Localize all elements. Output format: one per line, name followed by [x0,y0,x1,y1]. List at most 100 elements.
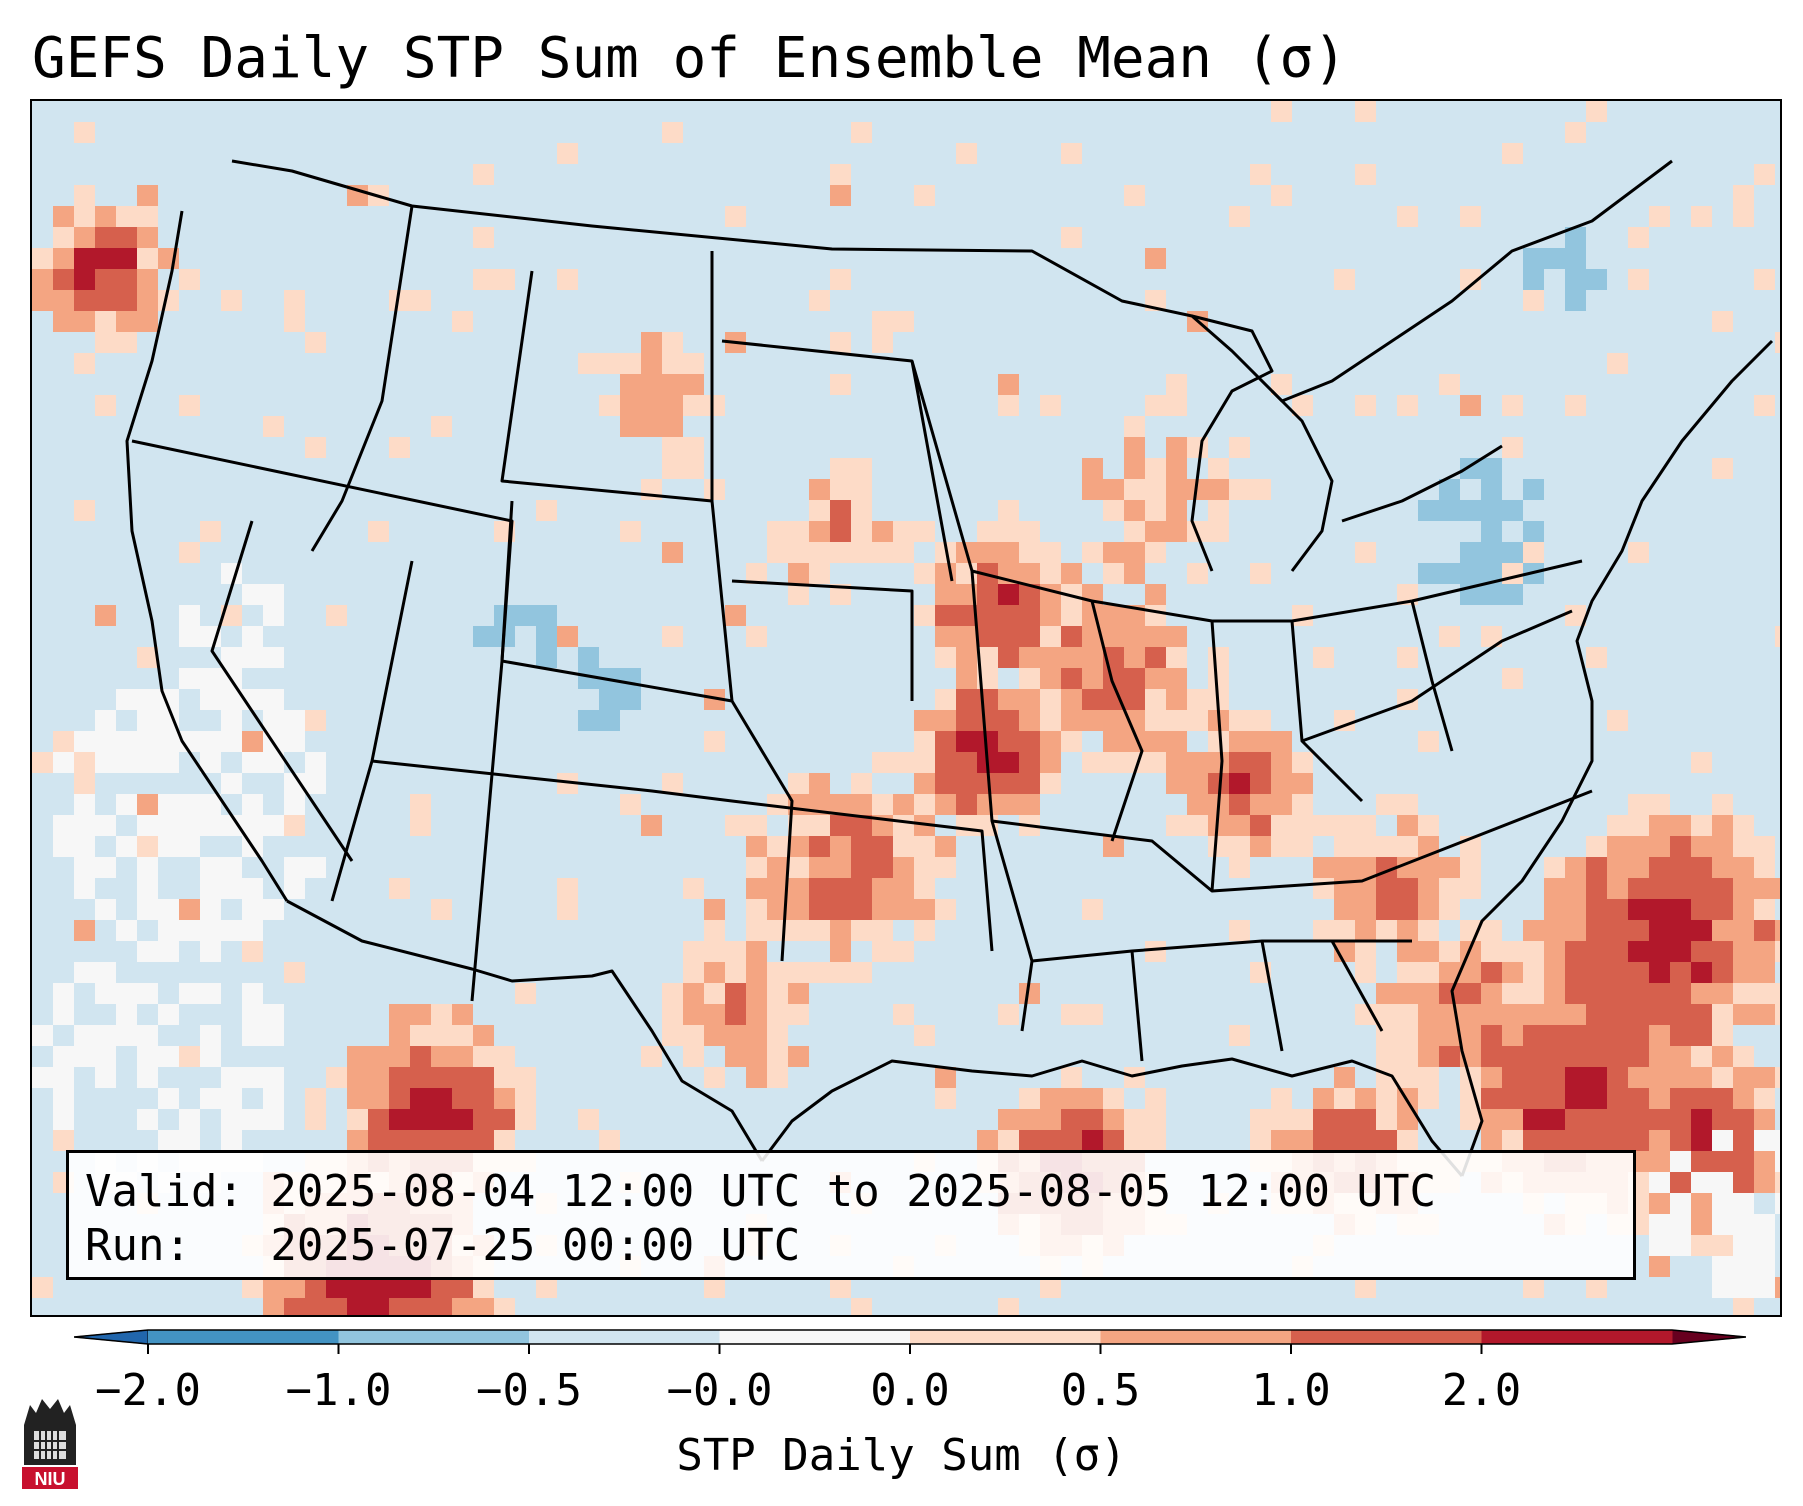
anomaly-cell [1439,626,1460,647]
anomaly-cell [1565,1025,1586,1046]
anomaly-cell [1103,710,1124,731]
anomaly-cell [1292,605,1313,626]
anomaly-cell [1670,1130,1691,1151]
anomaly-cell [1019,521,1040,542]
anomaly-cell [704,962,725,983]
anomaly-cell [53,206,74,227]
anomaly-cell [830,899,851,920]
anomaly-cell [830,962,851,983]
anomaly-cell [1586,962,1607,983]
anomaly-cell [998,542,1019,563]
anomaly-cell [263,647,284,668]
anomaly-cell [200,920,221,941]
anomaly-cell [1271,815,1292,836]
anomaly-cell [389,290,410,311]
anomaly-cell [1649,1025,1670,1046]
anomaly-cell [53,1046,74,1067]
anomaly-cell [1649,794,1670,815]
anomaly-cell [1061,1004,1082,1025]
anomaly-cell [830,1277,851,1298]
anomaly-cell [1586,899,1607,920]
anomaly-cell [1754,920,1775,941]
anomaly-cell [1670,983,1691,1004]
anomaly-cell [1754,878,1775,899]
anomaly-cell [830,521,851,542]
anomaly-cell [1481,1046,1502,1067]
anomaly-cell [137,206,158,227]
anomaly-cell [431,1109,452,1130]
anomaly-cell [935,647,956,668]
anomaly-cell [1103,1109,1124,1130]
anomaly-cell [1754,1172,1775,1193]
anomaly-cell [263,416,284,437]
anomaly-cell [893,521,914,542]
anomaly-cell [1061,1130,1082,1151]
anomaly-cell [494,1046,515,1067]
anomaly-cell [410,1046,431,1067]
colorbar-bin [1291,1330,1482,1344]
anomaly-cell [725,983,746,1004]
anomaly-cell [1607,1130,1628,1151]
anomaly-cell [1502,563,1523,584]
anomaly-cell [683,962,704,983]
anomaly-cell [473,1025,494,1046]
anomaly-cell [1397,962,1418,983]
anomaly-cell [1481,1004,1502,1025]
anomaly-cell [788,542,809,563]
anomaly-cell [1712,899,1733,920]
anomaly-cell [1502,500,1523,521]
anomaly-cell [1082,689,1103,710]
anomaly-cell [1544,1004,1565,1025]
anomaly-cell [620,689,641,710]
anomaly-cell [1229,815,1250,836]
anomaly-cell [221,815,242,836]
anomaly-cell [914,563,935,584]
anomaly-cell [1544,1067,1565,1088]
anomaly-cell [32,290,53,311]
anomaly-cell [1691,836,1712,857]
anomaly-cell [809,857,830,878]
anomaly-cell [1523,1025,1544,1046]
anomaly-cell [1124,1067,1145,1088]
anomaly-cell [179,1130,200,1151]
anomaly-cell [1754,1256,1775,1277]
anomaly-cell [179,542,200,563]
anomaly-cell [1586,1088,1607,1109]
anomaly-cell [1292,1130,1313,1151]
anomaly-cell [830,920,851,941]
anomaly-cell [431,1025,452,1046]
anomaly-cell [137,941,158,962]
niu-logo: NIU [22,1399,78,1489]
anomaly-cell [851,794,872,815]
anomaly-cell [1502,143,1523,164]
anomaly-cell [998,731,1019,752]
anomaly-cell [1754,1088,1775,1109]
anomaly-cell [935,899,956,920]
anomaly-cell [935,689,956,710]
anomaly-cell [284,962,305,983]
anomaly-cell [200,857,221,878]
anomaly-cell [1229,731,1250,752]
anomaly-cell [662,437,683,458]
anomaly-cell [1019,731,1040,752]
anomaly-cell [830,479,851,500]
anomaly-cell [1082,1088,1103,1109]
anomaly-cell [1733,1004,1754,1025]
anomaly-cell [1103,668,1124,689]
anomaly-cell [1670,920,1691,941]
anomaly-cell [893,899,914,920]
anomaly-cell [746,878,767,899]
anomaly-cell [1712,962,1733,983]
anomaly-cell [662,374,683,395]
anomaly-cell [431,899,452,920]
anomaly-cell [1187,794,1208,815]
anomaly-cell [1397,836,1418,857]
anomaly-cell [179,1109,200,1130]
anomaly-cell [1649,1214,1670,1235]
anomaly-cell [683,1025,704,1046]
anomaly-cell [74,269,95,290]
anomaly-cell [620,395,641,416]
anomaly-cell [347,1046,368,1067]
anomaly-cell [1040,1130,1061,1151]
anomaly-cell [305,1277,326,1298]
